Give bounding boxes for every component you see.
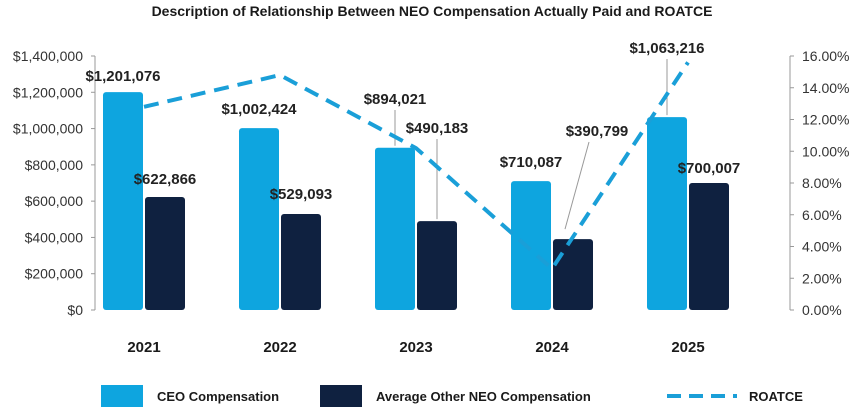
other-neo-compensation-bar <box>281 214 321 310</box>
left-tick-label: $1,000,000 <box>13 121 83 137</box>
category-labels-group: 2021 2022 2023 2024 2025 <box>127 339 704 356</box>
right-tick-label: 6.00% <box>802 207 842 223</box>
left-tick-label: $0 <box>67 302 83 318</box>
other-neo-value-label: $490,183 <box>406 120 469 137</box>
ceo-value-label: $894,021 <box>364 91 427 108</box>
legend-swatch-ceo <box>101 385 143 407</box>
other-neo-compensation-bar <box>689 182 729 310</box>
right-axis: 0.00% 2.00% 4.00% 6.00% 8.00% 10.00% 12.00% 14.… <box>789 48 849 318</box>
right-tick-label: 2.00% <box>802 270 842 286</box>
category-label: 2025 <box>671 339 704 356</box>
other-neo-compensation-bar <box>417 221 457 310</box>
legend-label-roatce: ROATCE <box>749 389 803 404</box>
ceo-compensation-bar <box>375 147 415 310</box>
ceo-value-label: $1,063,216 <box>629 40 704 57</box>
chart-title: Description of Relationship Between NEO … <box>152 3 713 19</box>
left-tick-label: $1,400,000 <box>13 48 83 64</box>
legend-label-other-neo: Average Other NEO Compensation <box>376 389 591 404</box>
left-axis: $0 $200,000 $400,000 $600,000 $800,000 $1,000… <box>13 48 96 318</box>
ceo-value-label: $1,201,076 <box>85 68 160 85</box>
ceo-compensation-bar <box>511 181 551 310</box>
roatce-line-group <box>143 61 690 271</box>
other-neo-value-label: $390,799 <box>566 123 629 140</box>
other-neo-value-label: $700,007 <box>678 160 741 177</box>
left-tick-label: $600,000 <box>25 193 84 209</box>
category-label: 2024 <box>535 339 569 356</box>
other-neo-compensation-bar <box>145 196 185 310</box>
left-tick-label: $1,200,000 <box>13 84 83 100</box>
category-label: 2021 <box>127 339 160 356</box>
legend-swatch-other-neo <box>320 385 362 407</box>
other-neo-compensation-bar <box>553 239 593 310</box>
bar-labels-group: $1,201,076 $622,866 $1,002,424 $529,093 $894… <box>85 40 740 203</box>
bars-group <box>103 92 729 311</box>
leader-lines-group <box>394 59 668 230</box>
right-tick-label: 0.00% <box>802 302 842 318</box>
ceo-value-label: $710,087 <box>500 154 563 171</box>
ceo-value-label: $1,002,424 <box>221 101 297 118</box>
other-neo-value-label: $529,093 <box>270 186 333 203</box>
left-tick-label: $200,000 <box>25 266 84 282</box>
right-tick-label: 14.00% <box>802 80 849 96</box>
other-neo-value-label: $622,866 <box>134 171 197 188</box>
ceo-compensation-bar <box>103 92 143 310</box>
roatce-line <box>143 61 690 271</box>
right-tick-label: 10.00% <box>802 143 849 159</box>
ceo-compensation-bar <box>647 117 687 311</box>
left-tick-label: $400,000 <box>25 229 84 245</box>
right-tick-label: 16.00% <box>802 48 849 64</box>
right-tick-label: 4.00% <box>802 239 842 255</box>
right-tick-label: 8.00% <box>802 175 842 191</box>
category-label: 2022 <box>263 339 296 356</box>
left-tick-label: $800,000 <box>25 157 84 173</box>
other-neo-leader-line <box>564 141 590 230</box>
ceo-compensation-bar <box>239 128 279 310</box>
legend-label-ceo: CEO Compensation <box>157 389 279 404</box>
right-tick-label: 12.00% <box>802 112 849 128</box>
category-label: 2023 <box>399 339 432 356</box>
legend: CEO Compensation Average Other NEO Compen… <box>101 385 803 407</box>
